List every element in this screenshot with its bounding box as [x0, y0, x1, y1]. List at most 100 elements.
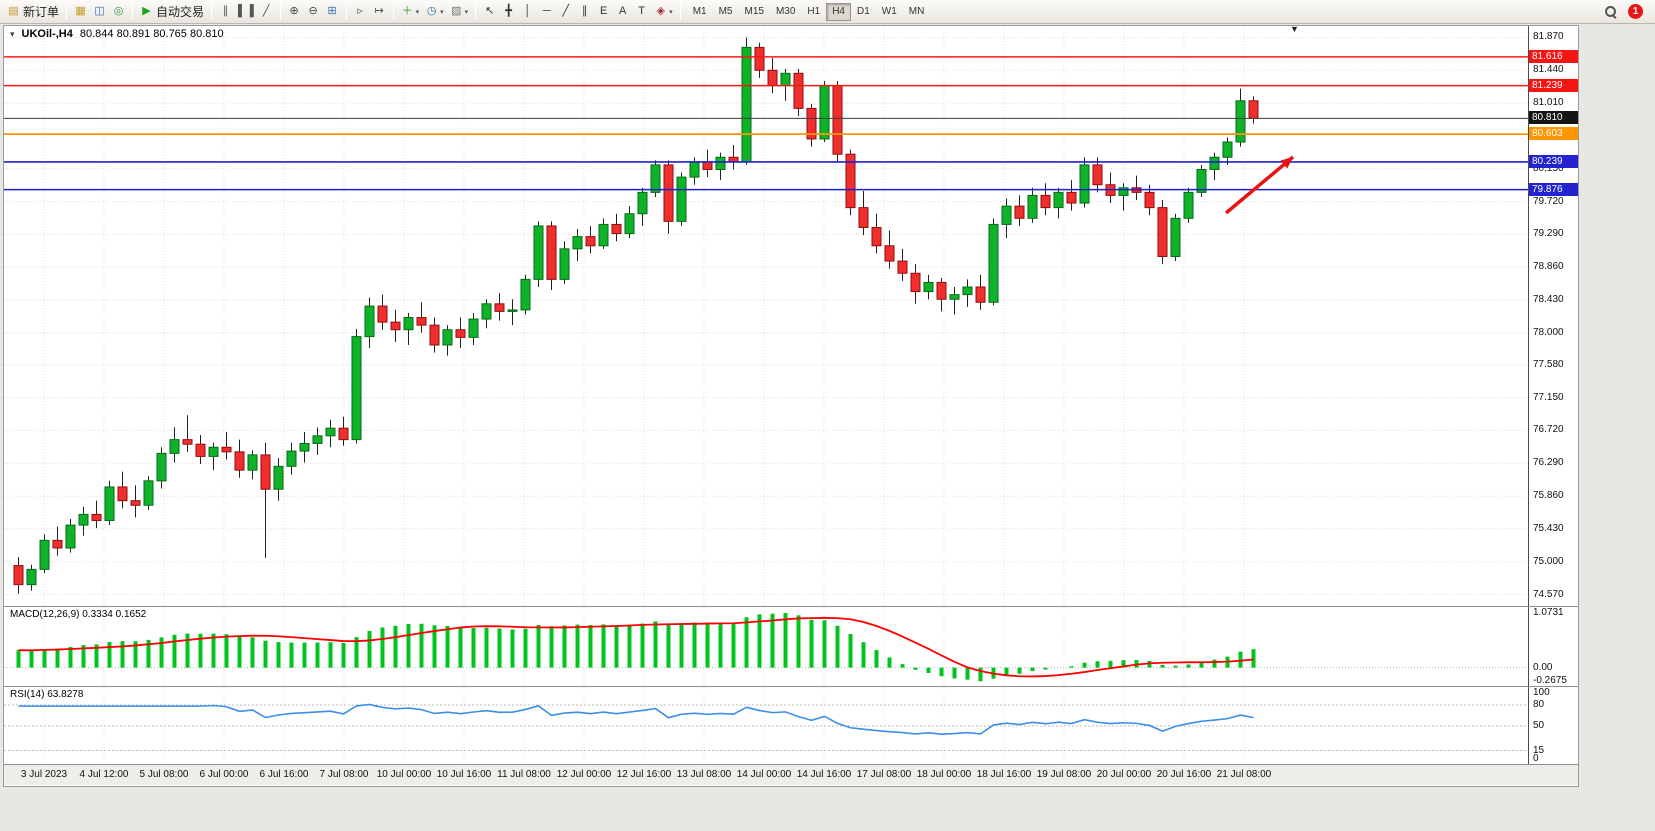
chart-shift-marker[interactable]: ▼ — [1290, 26, 1299, 34]
macd-label: MACD(12,26,9) 0.3334 0.1652 — [10, 609, 147, 620]
fibonacci-button[interactable]: E — [594, 2, 613, 22]
cursor-button[interactable]: ↖ — [480, 2, 499, 22]
time-label: 6 Jul 00:00 — [199, 769, 249, 780]
label-button[interactable]: T — [632, 2, 651, 22]
rsi-axis-tick: 100 — [1533, 687, 1550, 698]
time-label: 12 Jul 00:00 — [556, 769, 612, 780]
toolbar-separator — [392, 3, 394, 20]
zoom-in-button[interactable]: ⊕ — [285, 2, 304, 22]
timeframe-d1-button[interactable]: D1 — [857, 6, 870, 17]
rsi-chart[interactable] — [4, 687, 1528, 764]
bar-chart-icon: ∥ — [222, 5, 229, 17]
time-axis[interactable]: 3 Jul 2023 4 Jul 12:00 5 Jul 08:00 6 Jul 00… — [4, 764, 1578, 785]
templates-button[interactable]: ▨ ▾ — [447, 2, 472, 22]
line-chart-button[interactable]: ╱ — [257, 2, 276, 22]
macd-pane: MACD(12,26,9) 0.3334 0.1652 1.0731 0.00 -0… — [4, 606, 1578, 686]
chart-collapse-icon[interactable]: ▾ — [10, 28, 15, 39]
dropdown-arrow-icon[interactable]: ▾ — [464, 8, 469, 16]
time-label: 6 Jul 16:00 — [259, 769, 309, 780]
crosshair-button[interactable]: ╋ — [499, 2, 518, 22]
chart-symbol: UKOil-,H4 — [21, 28, 73, 40]
dropdown-arrow-icon[interactable]: ▾ — [669, 8, 673, 16]
main-chart[interactable] — [4, 26, 1528, 606]
new-chart-button[interactable]: ＋ ▾ — [398, 2, 423, 22]
new-order-button[interactable]: ▤ 新订单 — [4, 2, 62, 22]
toolbar-separator — [279, 3, 281, 20]
rsi-axis-tick: 50 — [1533, 720, 1545, 731]
trendline-button[interactable]: ╱ — [556, 2, 575, 22]
price-badge-80-810: 80.810 — [1529, 111, 1578, 125]
timeframe-w1-button[interactable]: W1 — [881, 6, 897, 17]
label-icon: T — [638, 5, 646, 17]
timeframe-h4-button[interactable]: H4 — [826, 2, 851, 21]
candlestick-chart-button[interactable]: ▌▐ — [235, 2, 257, 22]
text-button[interactable]: A — [613, 2, 632, 22]
timeframe-m15-button[interactable]: M15 — [744, 6, 764, 17]
price-tick: 79.720 — [1533, 195, 1564, 207]
price-tick: 77.150 — [1533, 391, 1564, 403]
time-label: 18 Jul 16:00 — [976, 769, 1032, 780]
cursor-icon: ↖ — [485, 5, 495, 17]
horizontal-line-button[interactable]: ─ — [537, 2, 556, 22]
line-chart-icon: ╱ — [262, 5, 270, 17]
macd-axis[interactable]: 1.0731 0.00 -0.2675 — [1528, 607, 1578, 686]
timeframe-mn-button[interactable]: MN — [908, 6, 925, 17]
notification-badge[interactable]: 1 — [1628, 4, 1643, 19]
chart-header: ▾ UKOil-,H4 80.844 80.891 80.765 80.810 — [10, 28, 224, 40]
auto-scroll-button[interactable]: ▹ — [351, 2, 370, 22]
price-tick: 78.000 — [1533, 326, 1564, 338]
autotrading-button[interactable]: ▶ 自动交易 — [137, 2, 207, 22]
channel-icon: ∥ — [581, 5, 588, 17]
timeframe-m5-button[interactable]: M5 — [718, 6, 733, 17]
toolbar-separator — [679, 3, 681, 20]
search-button[interactable] — [1604, 5, 1618, 19]
navigator-button[interactable]: ◎ — [109, 2, 128, 22]
timeframe-m1-button[interactable]: M1 — [692, 6, 707, 17]
templates-icon: ▨ — [450, 5, 462, 17]
bar-chart-button[interactable]: ∥ — [216, 2, 235, 22]
toolbar-separator — [132, 3, 134, 20]
market-watch-icon: ▦ — [75, 5, 86, 17]
price-tick: 78.860 — [1533, 261, 1564, 273]
toolbar-separator — [211, 3, 213, 20]
macd-histogram — [16, 612, 1256, 682]
time-label: 5 Jul 08:00 — [139, 769, 189, 780]
vertical-line-button[interactable]: │ — [518, 2, 537, 22]
time-label: 4 Jul 12:00 — [79, 769, 129, 780]
chart-ohlc: 80.844 80.891 80.765 80.810 — [79, 28, 224, 40]
price-tick: 81.870 — [1533, 31, 1564, 43]
chart-shift-button[interactable]: ↦ — [370, 2, 389, 22]
time-label: 12 Jul 16:00 — [616, 769, 672, 780]
timeframe-h1-button[interactable]: H1 — [807, 6, 821, 17]
autotrading-icon: ▶ — [142, 5, 151, 17]
time-label: 10 Jul 00:00 — [376, 769, 432, 780]
price-axis[interactable]: 81.870 81.440 81.010 80.150 79.720 79.290 78.8… — [1528, 26, 1578, 606]
time-label: 18 Jul 00:00 — [916, 769, 972, 780]
trend-arrow-annotation[interactable] — [1224, 155, 1295, 215]
rsi-axis[interactable]: 100 80 50 15 0 — [1528, 687, 1578, 764]
price-badge-81-239: 81.239 — [1529, 78, 1578, 92]
candles[interactable] — [13, 37, 1259, 594]
macd-chart[interactable] — [4, 607, 1528, 686]
price-tick: 76.720 — [1533, 424, 1564, 436]
time-label: 17 Jul 08:00 — [856, 769, 912, 780]
toolbar-separator — [66, 3, 68, 20]
data-window-icon: ◫ — [94, 5, 105, 17]
shapes-icon: ◈ — [656, 5, 665, 17]
dropdown-arrow-icon[interactable]: ▾ — [440, 8, 444, 16]
toolbar-right: 1 — [1604, 4, 1651, 19]
periods-button[interactable]: ◷ ▾ — [422, 2, 447, 22]
timeframe-m30-button[interactable]: M30 — [775, 6, 796, 17]
channel-button[interactable]: ∥ — [575, 2, 594, 22]
chart-window: ▾ UKOil-,H4 80.844 80.891 80.765 80.810 … — [3, 25, 1579, 787]
data-window-button[interactable]: ◫ — [90, 2, 109, 22]
rsi-axis-tick: 0 — [1533, 753, 1539, 764]
time-label: 13 Jul 08:00 — [676, 769, 732, 780]
shapes-button[interactable]: ◈ ▾ — [651, 2, 676, 22]
candlestick-chart-icon: ▌▐ — [238, 5, 254, 17]
market-watch-button[interactable]: ▦ — [71, 2, 90, 22]
dropdown-arrow-icon[interactable]: ▾ — [415, 8, 420, 16]
zoom-out-button[interactable]: ⊖ — [304, 2, 323, 22]
tile-windows-button[interactable]: ⊞ — [323, 2, 342, 22]
